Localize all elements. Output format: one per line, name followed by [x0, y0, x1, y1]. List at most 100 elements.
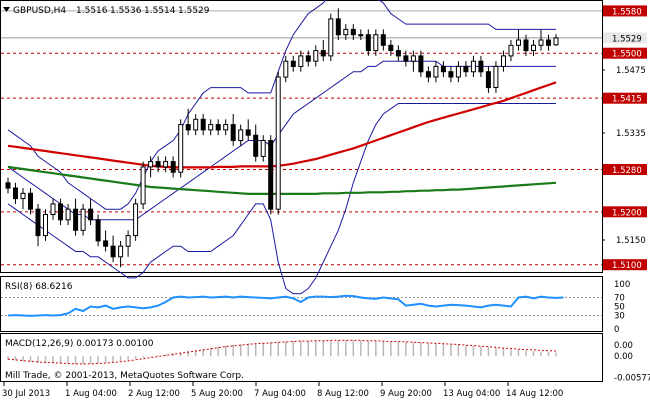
candle[interactable] — [455, 61, 461, 83]
candle[interactable] — [260, 135, 266, 162]
candle[interactable] — [208, 119, 214, 136]
main-pane[interactable] — [0, 0, 603, 273]
candle[interactable] — [478, 55, 484, 78]
candle[interactable] — [531, 40, 536, 56]
candle[interactable] — [50, 198, 56, 220]
candle[interactable] — [523, 34, 529, 56]
candle[interactable] — [35, 203, 41, 247]
candle[interactable] — [185, 108, 191, 136]
candle[interactable] — [485, 66, 491, 93]
candle[interactable] — [328, 13, 334, 62]
candle[interactable] — [388, 40, 394, 56]
level-tag-1-bg — [603, 92, 647, 104]
candle[interactable] — [43, 209, 48, 241]
candle[interactable] — [313, 45, 319, 67]
ohlc-open: 1.5516 — [76, 6, 108, 16]
candle[interactable] — [470, 55, 476, 78]
price-axis: 1.5475 1.5335 1.5150 1.5580 1.5500 1.5415 1.52… — [602, 5, 647, 271]
rsi-tick-label: 30 — [614, 312, 625, 322]
candle[interactable] — [268, 135, 274, 215]
rsi-pane[interactable] — [0, 276, 603, 332]
candle[interactable] — [305, 50, 311, 67]
candle[interactable] — [425, 66, 431, 83]
candle[interactable] — [440, 61, 446, 78]
candle[interactable] — [178, 119, 184, 178]
time-tick-label: 8 Aug 12:00 — [317, 389, 369, 399]
moving-averages — [7, 81, 557, 195]
level-tag-0-bg — [603, 47, 647, 59]
candle[interactable] — [410, 50, 416, 72]
candle[interactable] — [335, 8, 341, 41]
candle[interactable] — [380, 29, 386, 51]
candle[interactable] — [553, 34, 559, 46]
time-tick-label: 5 Aug 20:00 — [191, 389, 243, 399]
candle[interactable] — [463, 61, 469, 78]
rsi-tick-label: 0 — [614, 325, 619, 335]
candle[interactable] — [245, 119, 251, 141]
level-tag-4-bg — [603, 259, 647, 271]
level-tag-2-bg — [603, 164, 647, 175]
candle[interactable] — [65, 203, 71, 226]
candle[interactable] — [448, 66, 454, 83]
time-tick-label: 2 Aug 12:00 — [128, 389, 180, 399]
candle[interactable] — [200, 114, 206, 136]
candle[interactable] — [58, 198, 63, 226]
candle[interactable] — [546, 34, 551, 51]
candle[interactable] — [73, 198, 79, 236]
candle[interactable] — [395, 45, 401, 62]
candle[interactable] — [148, 156, 154, 178]
candle[interactable] — [118, 240, 124, 268]
time-tick-label: 9 Aug 20:00 — [380, 389, 432, 399]
dropdown-triangle-icon[interactable] — [3, 7, 10, 12]
candle[interactable] — [343, 24, 349, 41]
candle[interactable] — [253, 124, 259, 162]
candle[interactable] — [275, 71, 281, 215]
candle[interactable] — [140, 161, 146, 210]
symbol-header: GBPUSD,H4 1.5516 1.5536 1.5514 1.5529 — [3, 6, 210, 16]
candle[interactable] — [223, 119, 229, 136]
candle[interactable] — [13, 182, 18, 204]
ohlc-high: 1.5536 — [110, 6, 142, 16]
candle[interactable] — [133, 198, 139, 241]
candle[interactable] — [373, 29, 379, 56]
candle[interactable] — [508, 40, 514, 62]
candle[interactable] — [110, 235, 116, 263]
candle[interactable] — [95, 214, 101, 247]
candle[interactable] — [433, 61, 439, 83]
price-tick-label: 1.5150 — [616, 236, 646, 246]
candle[interactable] — [80, 203, 86, 236]
candle[interactable] — [103, 230, 109, 252]
macd-tick-label: -0.00577 — [614, 373, 650, 383]
candle[interactable] — [28, 188, 33, 215]
candle[interactable] — [163, 156, 169, 173]
candle[interactable] — [193, 114, 199, 136]
candle[interactable] — [215, 119, 221, 136]
candle[interactable] — [350, 24, 356, 41]
candle[interactable] — [5, 177, 11, 194]
candle[interactable] — [20, 188, 26, 210]
candle[interactable] — [88, 198, 94, 226]
candle[interactable] — [230, 114, 236, 146]
candle[interactable] — [155, 156, 161, 173]
candle[interactable] — [538, 29, 544, 51]
candle[interactable] — [516, 29, 521, 51]
candle[interactable] — [320, 40, 326, 62]
candle[interactable] — [283, 55, 289, 83]
candle[interactable] — [418, 50, 424, 78]
candle[interactable] — [170, 156, 176, 178]
candle[interactable] — [298, 50, 304, 72]
time-tick-label: 30 Jul 2013 — [2, 389, 50, 399]
level-tag-2: 1.5280 — [612, 166, 642, 176]
candle[interactable] — [358, 29, 364, 41]
current-price-tag: 1.5529 — [612, 34, 642, 44]
candle[interactable] — [125, 230, 131, 257]
candle[interactable] — [290, 55, 296, 72]
candle[interactable] — [403, 50, 409, 67]
candle[interactable] — [365, 29, 371, 56]
candlesticks — [5, 8, 559, 268]
candle[interactable] — [238, 124, 244, 146]
candle[interactable] — [501, 50, 506, 72]
candle[interactable] — [493, 61, 499, 93]
